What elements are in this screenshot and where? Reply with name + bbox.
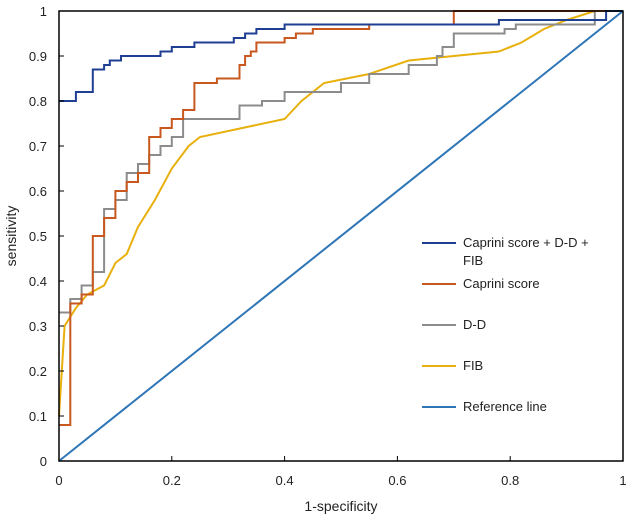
legend-item: Reference line	[422, 399, 547, 414]
y-tick-label: 0.3	[29, 319, 47, 334]
y-axis-label: sensitivity	[3, 206, 19, 267]
ticks-layer: 0 0.1 0.2 0.3 0.4 0.5 0.6 0.7 0.8 0.9 1 0 0.2 0.4 0.6 0…	[29, 4, 627, 488]
series-line-caprini-score-d-d-fib	[59, 10, 623, 102]
y-tick-label: 0.4	[29, 274, 47, 289]
series-line-caprini-score	[59, 10, 623, 426]
x-tick-label: 0.8	[501, 473, 519, 488]
x-tick-label: 0.6	[388, 473, 406, 488]
x-tick-label: 0.4	[276, 473, 294, 488]
x-axis-label: 1-specificity	[304, 498, 377, 514]
y-tick-label: 1	[40, 4, 47, 19]
legend-label: Caprini score + D-D + FIB	[463, 235, 589, 268]
legend-label: D-D	[463, 317, 486, 332]
y-tick-label: 0	[40, 454, 47, 469]
x-tick-label: 1	[619, 473, 626, 488]
y-tick-label: 0.1	[29, 409, 47, 424]
legend-label: FIB	[463, 358, 483, 373]
series-layer	[58, 10, 624, 462]
legend-label: Reference line	[463, 399, 547, 414]
x-tick-label: 0.2	[163, 473, 181, 488]
y-tick-label: 0.8	[29, 94, 47, 109]
legend-item: Caprini score + D-D + FIB	[422, 235, 589, 268]
legend-item: Caprini score	[422, 276, 540, 291]
legend: Caprini score + D-D + FIB Caprini score D-D…	[422, 235, 589, 414]
series-line-reference-line	[58, 10, 624, 462]
y-tick-label: 0.9	[29, 49, 47, 64]
x-tick-label: 0	[55, 473, 62, 488]
y-tick-label: 0.2	[29, 364, 47, 379]
legend-label: Caprini score	[463, 276, 540, 291]
legend-item: FIB	[422, 358, 483, 373]
series-line-fib	[58, 10, 596, 417]
y-tick-label: 0.6	[29, 184, 47, 199]
legend-item: D-D	[422, 317, 486, 332]
y-tick-label: 0.5	[29, 229, 47, 244]
y-tick-label: 0.7	[29, 139, 47, 154]
